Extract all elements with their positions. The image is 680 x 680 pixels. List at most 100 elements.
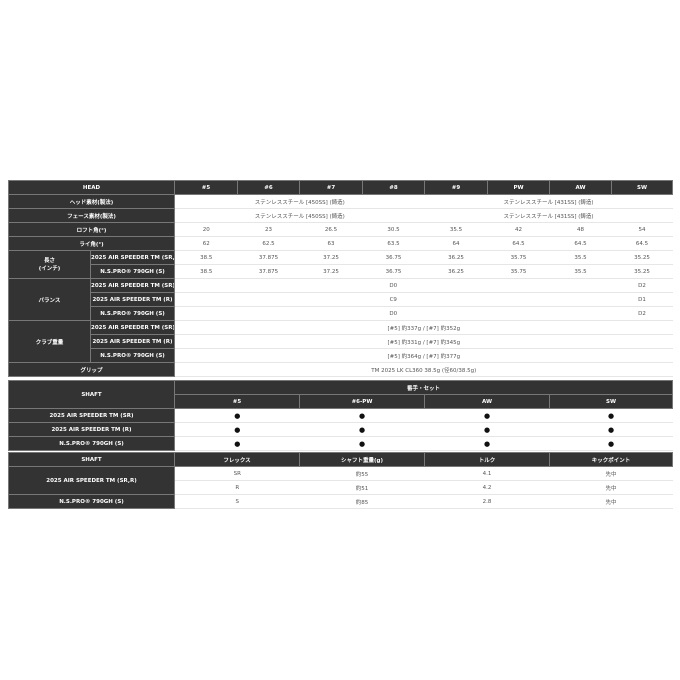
cell: D2: [611, 278, 673, 293]
cell: 37.875: [237, 264, 300, 279]
shaft-spec-table: SHAFT フレックス シャフト重量(g) トルク キックポイント 2025 A…: [8, 452, 673, 509]
cell: 36.75: [362, 250, 425, 265]
shaft-lineup-table: SHAFT 番手・セット #5 #6-PW AW SW 2025 AIR SPE…: [8, 380, 674, 451]
col-flex: フレックス: [174, 452, 300, 467]
cell: 先中: [549, 466, 673, 481]
availability-dot: ●: [299, 422, 425, 437]
cell: ステンレススチール [431SS] (鋳造): [424, 208, 673, 223]
col-aw: AW: [549, 180, 612, 195]
header-row: #5 #6-PW AW SW: [9, 394, 674, 409]
col-kickpoint: キックポイント: [549, 452, 673, 467]
col-6: #6: [237, 180, 300, 195]
shaft-label: N.S.PRO® 790GH (S): [8, 436, 175, 451]
cell: 35.25: [611, 264, 673, 279]
cell: [#5] 約337g / [#7] 約352g: [174, 320, 673, 335]
cell: 64.5: [549, 236, 612, 251]
balance-row: 2025 AIR SPEEDER TM (R) C9 D1: [9, 292, 673, 307]
cell: 37.875: [237, 250, 300, 265]
row-label: ロフト角(°): [8, 222, 175, 237]
col-5: #5: [174, 394, 300, 409]
col-pw: PW: [487, 180, 550, 195]
cell: 64.5: [611, 236, 673, 251]
cell: S: [174, 494, 300, 509]
loft-row: ロフト角(°) 20 23 26.5 30.5 35.5 42 48 54: [8, 222, 673, 237]
cell: 約51: [299, 480, 425, 495]
lie-row: ライ角(°) 62 62.5 63 63.5 64 64.5 64.5 64.5: [8, 236, 673, 251]
availability-dot: ●: [549, 422, 673, 437]
cell: 42: [487, 222, 550, 237]
col-shaft: SHAFT: [8, 380, 175, 409]
shaft-label: N.S.PRO® 790GH (S): [90, 306, 175, 321]
table-row: 2025 AIR SPEEDER TM (SR,R) SR 約55 4.1 先中: [8, 466, 673, 495]
availability-dot: ●: [174, 408, 300, 423]
header-row: SHAFT 番手・セット: [8, 380, 674, 409]
cell: 2.8: [424, 494, 550, 509]
row-label: クラブ重量: [8, 320, 91, 363]
col-9: #9: [424, 180, 488, 195]
cell: 4.2: [424, 480, 550, 495]
row-label: ライ角(°): [8, 236, 175, 251]
row-label: グリップ: [8, 362, 175, 377]
cell: 48: [549, 222, 612, 237]
balance-row: バランス 2025 AIR SPEEDER TM (SR) D0 D2: [8, 278, 673, 321]
cell: 4.1: [424, 466, 550, 481]
cell: 30.5: [362, 222, 425, 237]
cell: 63.5: [362, 236, 425, 251]
grip-row: グリップ TM 2025 LK CL360 38.5g (径60/38.5g): [8, 362, 673, 377]
col-shaft: SHAFT: [8, 452, 175, 467]
shaft-label: 2025 AIR SPEEDER TM (SR): [90, 320, 175, 335]
table-row: R 約51 4.2 先中: [9, 480, 673, 495]
cell: D1: [611, 292, 673, 307]
col-head: HEAD: [8, 180, 175, 195]
table-row: 2025 AIR SPEEDER TM (SR) ● ● ● ●: [8, 408, 673, 423]
row-label: バランス: [8, 278, 91, 321]
row-label: 長さ (インチ): [8, 250, 91, 279]
col-sw: SW: [548, 394, 674, 409]
shaft-label: 2025 AIR SPEEDER TM (R): [8, 422, 175, 437]
cell: R: [174, 480, 300, 495]
cell: 35.5: [549, 250, 612, 265]
cell: TM 2025 LK CL360 38.5g (径60/38.5g): [174, 362, 673, 377]
cell: SR: [174, 466, 300, 481]
cell: [#5] 約364g / [#7] 約377g: [174, 348, 673, 363]
cell: 先中: [549, 494, 673, 509]
cell: D0: [174, 278, 612, 293]
cell: 62.5: [237, 236, 300, 251]
cell: 38.5: [174, 250, 238, 265]
weight-row: N.S.PRO® 790GH (S) [#5] 約364g / [#7] 約37…: [9, 348, 673, 363]
col-5: #5: [174, 180, 238, 195]
availability-dot: ●: [549, 436, 673, 451]
availability-dot: ●: [299, 408, 425, 423]
col-7: #7: [299, 180, 363, 195]
shaft-label: 2025 AIR SPEEDER TM (SR,R): [90, 250, 175, 265]
cell: 54: [611, 222, 673, 237]
col-group: 番手・セット: [173, 380, 674, 395]
cell: 約85: [299, 494, 425, 509]
cell: 36.25: [424, 250, 488, 265]
cell: 先中: [549, 480, 673, 495]
weight-row: 2025 AIR SPEEDER TM (R) [#5] 約331g / [#7…: [9, 334, 673, 349]
availability-dot: ●: [424, 436, 550, 451]
face-material-row: フェース素材(製法) ステンレススチール [450SS] (鋳造) ステンレスス…: [8, 208, 673, 223]
cell: 20: [174, 222, 238, 237]
cell: 35.25: [611, 250, 673, 265]
cell: 63: [299, 236, 363, 251]
shaft-label: N.S.PRO® 790GH (S): [90, 264, 175, 279]
availability-dot: ●: [424, 422, 550, 437]
col-6-pw: #6-PW: [299, 394, 425, 409]
cell: 38.5: [174, 264, 238, 279]
head-spec-table: HEAD #5 #6 #7 #8 #9 PW AW SW ヘッド素材(製法) ス…: [8, 180, 673, 377]
table-row: N.S.PRO® 790GH (S) S 約85 2.8 先中: [8, 494, 673, 509]
col-sw: SW: [611, 180, 673, 195]
cell: 64: [424, 236, 488, 251]
cell: 35.5: [549, 264, 612, 279]
availability-dot: ●: [174, 422, 300, 437]
cell: C9: [174, 292, 612, 307]
col-aw: AW: [424, 394, 550, 409]
shaft-label: 2025 AIR SPEEDER TM (R): [90, 292, 175, 307]
cell: 35.75: [487, 250, 550, 265]
cell: 37.25: [299, 250, 363, 265]
cell: 26.5: [299, 222, 363, 237]
cell: ステンレススチール [450SS] (鋳造): [174, 208, 425, 223]
cell: 62: [174, 236, 238, 251]
